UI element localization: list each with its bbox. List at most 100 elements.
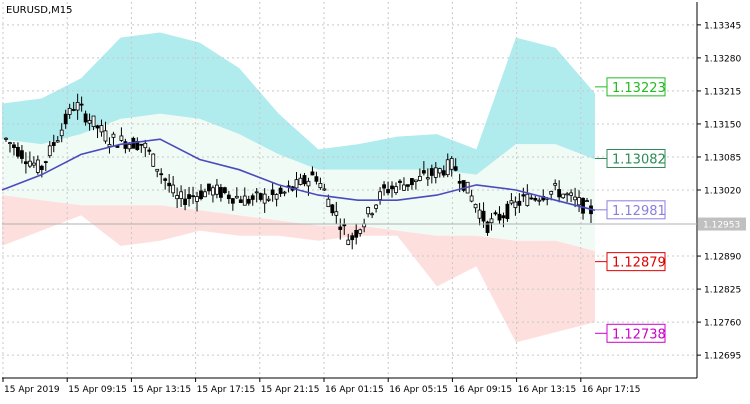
candle bbox=[207, 183, 211, 195]
candle-body bbox=[469, 195, 474, 202]
candle bbox=[577, 190, 581, 213]
x-tick-label: 15 Apr 17:15 bbox=[197, 385, 256, 395]
candle bbox=[477, 202, 482, 226]
candle-body bbox=[298, 177, 303, 185]
candle bbox=[171, 176, 176, 198]
candle-body bbox=[421, 170, 426, 174]
candle-body bbox=[374, 204, 379, 209]
candle bbox=[509, 193, 514, 206]
lower-band bbox=[2, 195, 595, 343]
candle bbox=[394, 182, 398, 195]
candle bbox=[314, 171, 319, 185]
candle-body bbox=[183, 198, 187, 205]
candle-body bbox=[171, 184, 176, 194]
candle-body bbox=[195, 196, 199, 202]
candle-body bbox=[123, 141, 128, 149]
candle-body bbox=[163, 178, 168, 181]
candle-body bbox=[326, 198, 331, 208]
candle-body bbox=[513, 201, 518, 208]
candle-body bbox=[270, 189, 275, 195]
candle bbox=[99, 119, 104, 137]
candle-body bbox=[20, 150, 24, 159]
y-tick-label: 1.13345 bbox=[704, 21, 741, 31]
level-label: 1.12981 bbox=[612, 204, 666, 219]
candle-body bbox=[75, 102, 80, 111]
candle-body bbox=[55, 140, 60, 143]
candle bbox=[27, 151, 32, 169]
candle bbox=[282, 190, 287, 197]
candle-body bbox=[553, 183, 558, 186]
candle-body bbox=[561, 193, 566, 199]
candle-body bbox=[119, 135, 124, 141]
candle bbox=[218, 183, 223, 202]
candle-body bbox=[537, 199, 542, 202]
candle bbox=[47, 141, 52, 159]
candle-body bbox=[175, 195, 180, 200]
candle bbox=[569, 189, 574, 203]
candle bbox=[529, 194, 534, 200]
candle bbox=[449, 156, 454, 177]
candle bbox=[222, 186, 227, 195]
candle bbox=[266, 195, 271, 202]
candle bbox=[119, 127, 124, 142]
candle bbox=[103, 121, 108, 144]
candle bbox=[461, 180, 466, 193]
candle bbox=[350, 232, 355, 250]
candle bbox=[429, 164, 434, 184]
level-marker: 1.13223 bbox=[595, 77, 666, 97]
candle bbox=[561, 193, 566, 199]
candle bbox=[517, 193, 522, 213]
candle-body bbox=[274, 194, 279, 200]
candle-body bbox=[199, 190, 203, 200]
candle-body bbox=[91, 115, 96, 127]
candle bbox=[139, 143, 144, 153]
candle bbox=[111, 131, 116, 146]
candle-body bbox=[187, 194, 191, 199]
candle-body bbox=[215, 184, 219, 195]
candle-body bbox=[390, 185, 394, 190]
current-price-badge bbox=[698, 217, 746, 231]
candle bbox=[330, 203, 335, 216]
x-tick-label: 15 Apr 09:15 bbox=[68, 385, 127, 395]
candle bbox=[513, 196, 518, 216]
candle-body bbox=[330, 204, 335, 214]
candle bbox=[16, 142, 20, 159]
candle bbox=[55, 136, 60, 143]
candle bbox=[501, 212, 506, 228]
candle bbox=[51, 134, 56, 153]
candle bbox=[453, 158, 458, 172]
candle-body bbox=[585, 200, 589, 203]
candle-body bbox=[406, 184, 410, 187]
y-tick-label: 1.13150 bbox=[704, 120, 741, 130]
candle-body bbox=[489, 218, 494, 224]
candle bbox=[234, 187, 239, 199]
candle-body bbox=[43, 161, 48, 164]
candle bbox=[147, 147, 152, 155]
candle-body bbox=[254, 191, 259, 194]
upper-band bbox=[2, 32, 595, 175]
candle bbox=[537, 197, 542, 206]
candle-body bbox=[278, 187, 283, 194]
candle-body bbox=[207, 183, 211, 192]
candle-body bbox=[306, 180, 311, 187]
candle-body bbox=[461, 180, 466, 191]
candle-body bbox=[366, 207, 371, 215]
level-box bbox=[606, 200, 666, 220]
x-tick-label: 16 Apr 13:15 bbox=[518, 385, 577, 395]
candle-body bbox=[59, 129, 64, 137]
candle bbox=[533, 195, 538, 202]
candle bbox=[410, 178, 414, 190]
candle bbox=[258, 192, 263, 202]
candle bbox=[87, 113, 92, 131]
candle bbox=[557, 180, 562, 203]
level-marker: 1.12981 bbox=[595, 200, 666, 220]
candle bbox=[8, 141, 12, 153]
candle bbox=[274, 193, 279, 207]
grid-layer bbox=[2, 2, 697, 378]
candle-body bbox=[246, 198, 251, 204]
candle-body bbox=[31, 162, 36, 166]
candle bbox=[402, 177, 406, 191]
candle-body bbox=[139, 143, 144, 146]
x-tick-label: 15 Apr 13:15 bbox=[132, 385, 191, 395]
